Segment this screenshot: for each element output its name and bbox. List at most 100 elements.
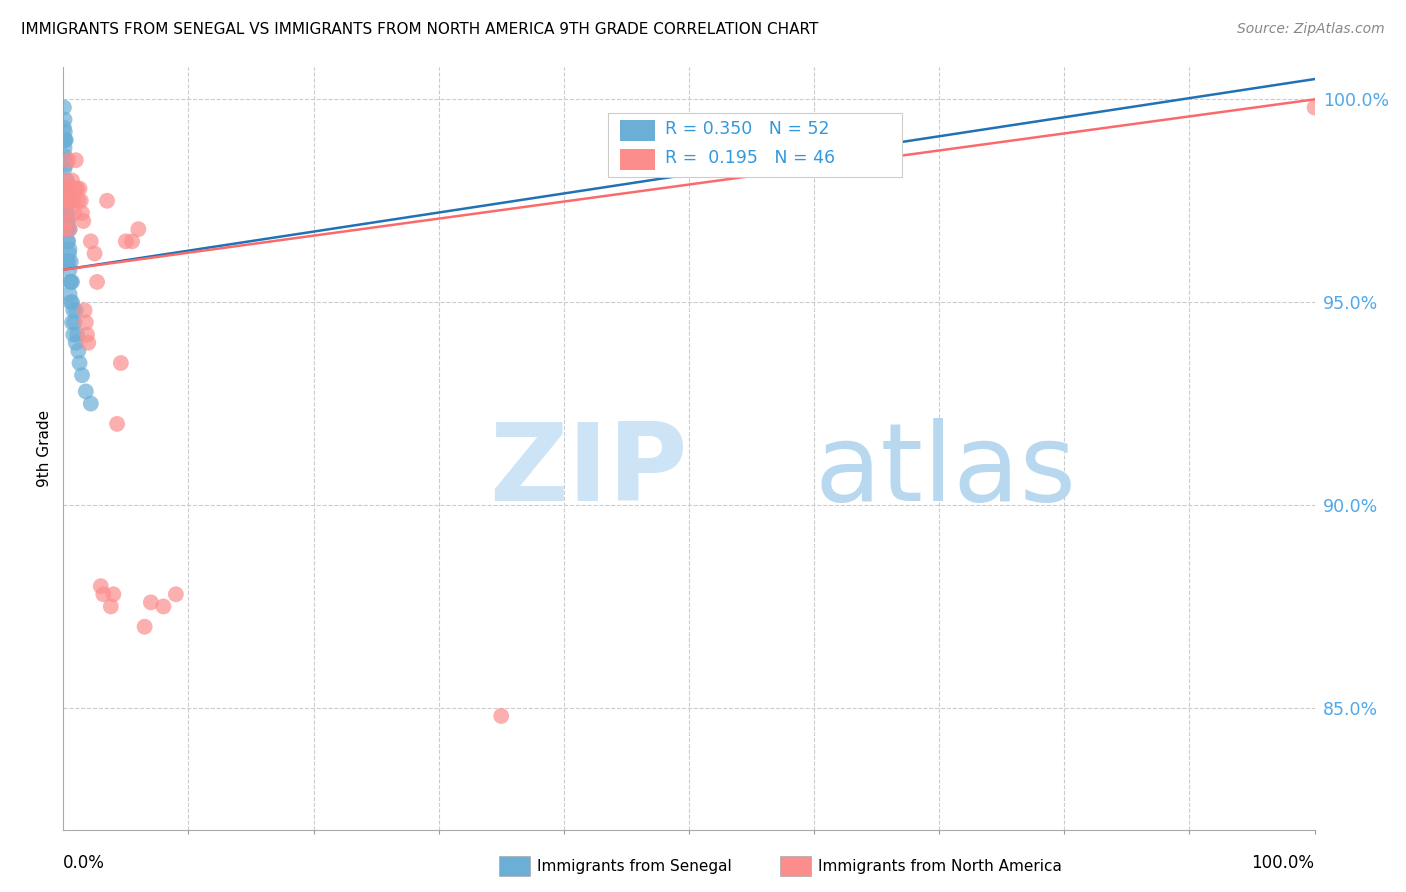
Point [91, 587, 114, 601]
Point [121, 235, 143, 249]
Text: 100.0%: 100.0% [1251, 854, 1315, 871]
Point [62, 194, 84, 208]
Point [165, 587, 187, 601]
Point [96, 194, 118, 208]
Point [53, 112, 76, 127]
Text: R =  0.195   N = 46: R = 0.195 N = 46 [665, 149, 835, 167]
Point [65, 181, 87, 195]
Point [56, 254, 79, 268]
Point [73, 303, 96, 318]
Point [65, 335, 87, 350]
Point [56, 214, 79, 228]
Point [58, 214, 80, 228]
Point [100, 599, 122, 614]
Point [58, 194, 80, 208]
Point [55, 181, 77, 195]
Point [53, 133, 76, 147]
Point [103, 587, 125, 601]
Point [77, 335, 100, 350]
Point [58, 243, 80, 257]
Point [52, 120, 75, 135]
Point [83, 246, 105, 260]
Text: Immigrants from North America: Immigrants from North America [818, 859, 1062, 873]
Point [58, 222, 80, 236]
Point [60, 295, 83, 310]
Point [53, 206, 76, 220]
Text: ZIP: ZIP [489, 418, 688, 524]
Point [1303, 100, 1326, 114]
Point [58, 235, 80, 249]
Point [56, 173, 79, 187]
Point [59, 275, 82, 289]
Point [76, 327, 98, 342]
Point [53, 149, 76, 163]
Point [80, 396, 103, 410]
Point [55, 133, 77, 147]
Bar [620, 148, 655, 169]
Point [491, 709, 513, 723]
Point [80, 235, 103, 249]
Point [69, 194, 91, 208]
Point [69, 181, 91, 195]
Text: Source: ZipAtlas.com: Source: ZipAtlas.com [1237, 22, 1385, 37]
Point [60, 275, 83, 289]
Text: R = 0.350   N = 52: R = 0.350 N = 52 [665, 120, 830, 137]
Point [55, 194, 77, 208]
Point [55, 173, 77, 187]
Point [60, 316, 83, 330]
Point [56, 181, 79, 195]
Point [66, 327, 89, 342]
Point [58, 153, 80, 168]
Point [86, 275, 108, 289]
Point [60, 173, 83, 187]
Point [152, 599, 174, 614]
Point [134, 620, 156, 634]
Point [58, 181, 80, 195]
Point [66, 181, 89, 195]
Point [53, 161, 76, 176]
Point [56, 206, 79, 220]
Y-axis label: 9th Grade: 9th Grade [37, 409, 52, 487]
Text: Immigrants from Senegal: Immigrants from Senegal [537, 859, 733, 873]
Point [70, 206, 93, 220]
Point [75, 316, 97, 330]
Point [58, 194, 80, 208]
FancyBboxPatch shape [607, 112, 901, 178]
Point [115, 235, 138, 249]
Point [72, 214, 94, 228]
Point [53, 181, 76, 195]
Point [58, 262, 80, 277]
Point [58, 254, 80, 268]
Point [70, 368, 93, 383]
Point [59, 194, 82, 208]
Point [127, 222, 149, 236]
Point [59, 254, 82, 268]
Point [52, 100, 75, 114]
Point [75, 384, 97, 399]
Point [65, 153, 87, 168]
Text: IMMIGRANTS FROM SENEGAL VS IMMIGRANTS FROM NORTH AMERICA 9TH GRADE CORRELATION C: IMMIGRANTS FROM SENEGAL VS IMMIGRANTS FR… [21, 22, 818, 37]
Point [53, 125, 76, 139]
Point [59, 295, 82, 310]
Point [53, 133, 76, 147]
Point [105, 417, 128, 431]
Point [53, 194, 76, 208]
Point [56, 194, 79, 208]
Point [53, 214, 76, 228]
Point [62, 327, 84, 342]
Point [63, 206, 86, 220]
Point [90, 579, 112, 593]
Point [55, 206, 77, 220]
Point [62, 303, 84, 318]
Point [63, 316, 86, 330]
Text: 0.0%: 0.0% [63, 854, 105, 871]
Point [56, 235, 79, 249]
Point [56, 214, 79, 228]
Point [53, 222, 76, 236]
Point [56, 222, 79, 236]
Point [59, 275, 82, 289]
Point [139, 595, 162, 609]
Point [53, 141, 76, 155]
Point [58, 287, 80, 301]
Point [53, 153, 76, 168]
